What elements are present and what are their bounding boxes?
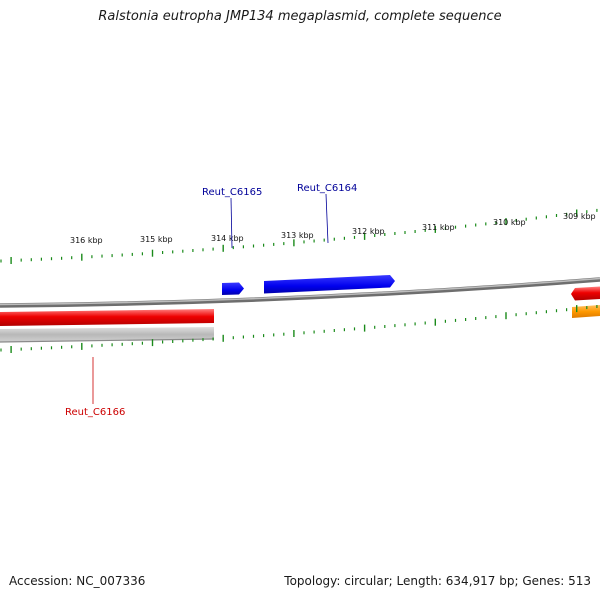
kbp-label-315: 315 kbp [140, 235, 173, 244]
gene-label-reut-c6165[interactable]: Reut_C6165 [202, 187, 262, 198]
scale-ticks-upper [0, 208, 598, 264]
kbp-label-310: 310 kbp [493, 218, 526, 227]
backbone-highlight [0, 277, 600, 306]
kbp-label-313: 313 kbp [281, 231, 314, 240]
kbp-label-314: 314 kbp [211, 234, 244, 243]
gene-reut-c6165-arrow[interactable] [222, 282, 244, 296]
scale-ticks-lower [0, 305, 598, 353]
kbp-label-316: 316 kbp [70, 236, 103, 245]
kbp-label-311: 311 kbp [422, 223, 455, 232]
feature-right-orange[interactable] [572, 305, 600, 318]
gene-reut-c6164-arrow[interactable] [264, 275, 395, 294]
gene-label-reut-c6164[interactable]: Reut_C6164 [297, 183, 357, 194]
leader-line-reut-c6164 [325, 193, 329, 244]
gene-label-reut-c6166[interactable]: Reut_C6166 [65, 407, 125, 418]
lower-grey-track [0, 327, 214, 342]
gene-right-red-arrow[interactable] [571, 286, 600, 301]
accession-text: Accession: NC_007336 [9, 574, 146, 588]
sequence-summary: Topology: circular; Length: 634,917 bp; … [284, 574, 591, 588]
page-title: Ralstonia eutropha JMP134 megaplasmid, c… [98, 9, 502, 24]
lower-grey-track-edge [0, 338, 215, 343]
backbone-strand [0, 277, 600, 308]
leader-line-reut-c6165 [230, 197, 233, 249]
kbp-label-309: 309 kbp [563, 212, 596, 221]
kbp-label-312: 312 kbp [352, 227, 385, 236]
gene-reut-c6166-bar[interactable] [0, 309, 214, 326]
